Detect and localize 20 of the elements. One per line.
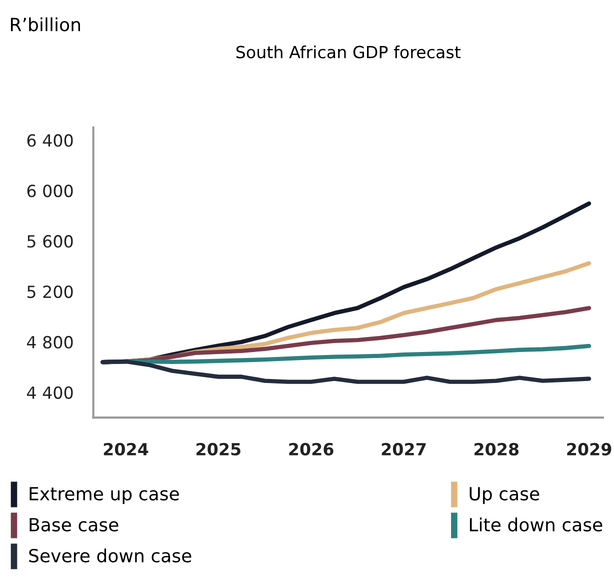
- x-tick-label: 2026: [289, 442, 334, 456]
- y-tick-label: 5 600: [27, 235, 73, 248]
- legend-label: Up case: [470, 487, 540, 504]
- line-series: [100, 359, 592, 384]
- legend-label: Base case: [30, 518, 118, 532]
- x-tick-label: 2024: [104, 442, 148, 456]
- x-tick-label: 2025: [196, 442, 240, 456]
- text: R’billion: [10, 17, 80, 32]
- y-tick-label: 6 400: [27, 134, 73, 147]
- y-tick-label: 4 400: [26, 386, 73, 399]
- x-tick-label: 2027: [382, 442, 426, 456]
- x-tick-label: 2028: [474, 442, 519, 456]
- legend-label: Extreme up case: [30, 487, 179, 504]
- x-tick-label: 2029: [567, 442, 612, 456]
- y-tick-label: 4 800: [26, 336, 73, 349]
- legend-label: Severe down case: [29, 548, 192, 562]
- y-tick-label: 6 000: [27, 184, 73, 198]
- chart-title: South African GDP forecast: [236, 45, 461, 58]
- legend-label: Lite down case: [470, 518, 602, 532]
- y-tick-label: 5 200: [27, 285, 73, 298]
